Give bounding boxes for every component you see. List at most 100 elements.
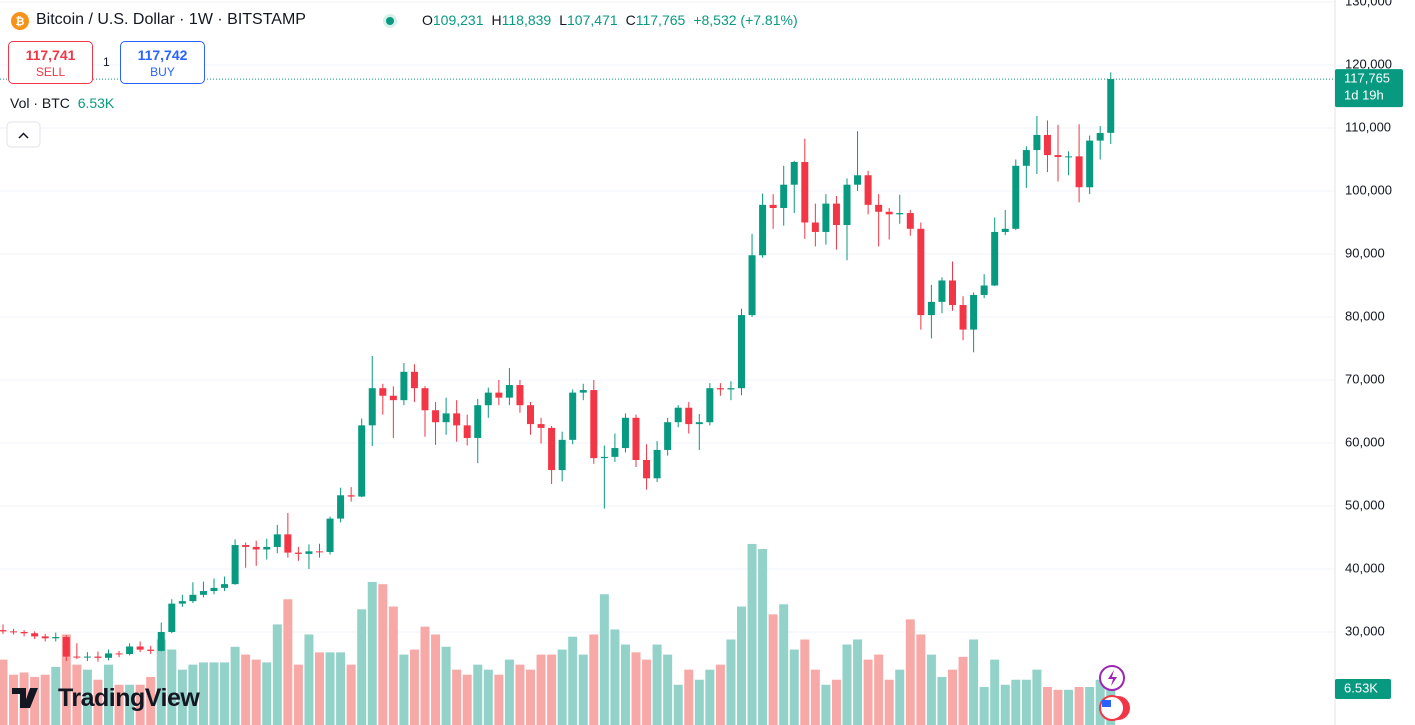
candle-body <box>442 413 450 423</box>
candle-body <box>379 388 387 396</box>
candle-body <box>537 424 545 428</box>
candle-body <box>643 460 651 479</box>
volume-bar <box>125 684 135 725</box>
candle-body <box>1065 156 1073 158</box>
flag-canton <box>1102 700 1111 707</box>
last-price-box <box>1335 69 1403 108</box>
volume-bar <box>948 669 957 725</box>
candle-body <box>516 385 524 406</box>
logo-text: TradingView <box>58 684 200 712</box>
candle-body <box>432 410 440 423</box>
candle-body <box>41 636 49 639</box>
volume-bar <box>589 634 599 725</box>
volume-bar <box>789 649 799 725</box>
candle-body <box>917 228 925 316</box>
candle-body <box>199 591 207 595</box>
candle-body <box>231 545 239 585</box>
volume-bar <box>673 684 683 725</box>
volume-bar <box>409 649 419 725</box>
volume-bar <box>220 662 230 725</box>
candle-body <box>611 448 619 457</box>
candle-body <box>10 631 18 633</box>
volume-bar <box>958 656 968 725</box>
candle-body <box>83 656 91 658</box>
buy-label: BUY <box>150 65 175 79</box>
volume-bar <box>916 634 926 725</box>
candle-body <box>94 656 102 658</box>
volume-bar <box>293 664 303 725</box>
symbol-title: Bitcoin / U.S. Dollar · 1W · BITSTAMP <box>36 11 306 28</box>
candle-body <box>252 546 260 550</box>
candle-body <box>727 388 735 390</box>
volume-bar <box>1011 679 1021 725</box>
candle-body <box>854 175 862 185</box>
volume-bar <box>905 619 915 725</box>
quantity: 1 <box>103 55 110 69</box>
candle-body <box>242 545 250 547</box>
y-tick-label: 60,000 <box>1345 434 1385 449</box>
volume-bar <box>831 679 841 725</box>
candle-body <box>115 653 123 655</box>
volume-bar <box>768 614 778 725</box>
volume-bar <box>283 599 293 725</box>
candle-body <box>484 392 492 406</box>
ohlc-value: 107,471 <box>567 12 618 28</box>
buy-button[interactable]: 117,742 BUY <box>120 41 205 84</box>
candle-body <box>949 280 956 306</box>
volume-bar <box>874 654 884 725</box>
volume-bar <box>842 644 852 725</box>
chevron-up <box>18 132 29 139</box>
candle-body <box>685 407 693 425</box>
volume-bar <box>715 664 725 725</box>
volume-bar <box>800 639 810 725</box>
candle-body <box>221 584 229 588</box>
btc-icon <box>11 12 29 30</box>
candle-body <box>832 203 840 226</box>
volume-bar <box>30 676 40 725</box>
volume-bar <box>557 649 567 725</box>
ohlc-key: L <box>559 12 567 28</box>
ohlc-key: C <box>625 12 636 28</box>
volume-bar <box>1042 687 1052 725</box>
candle-body <box>421 388 429 411</box>
volume-bar <box>926 654 936 725</box>
candle-body <box>991 231 999 286</box>
volume-bar <box>504 659 514 725</box>
volume-bar <box>441 646 451 725</box>
ohlc-item: C117,765 <box>626 12 686 28</box>
ohlc-legend: O109,231 H118,839 L107,471 C117,765 +8,532 (… <box>422 12 798 28</box>
volume-bar <box>272 624 282 725</box>
candle-body <box>1033 134 1041 151</box>
volume-bar <box>462 674 472 725</box>
candle-body <box>938 280 946 302</box>
volume-bar <box>399 654 409 725</box>
candle-body <box>970 294 978 330</box>
ohlc-value: 117,765 <box>635 12 686 28</box>
sell-button[interactable]: 117,741 SELL <box>8 41 93 84</box>
volume-bar <box>642 659 652 725</box>
volume-bar <box>895 669 905 725</box>
candle-body <box>316 551 323 553</box>
candle-body <box>548 427 556 471</box>
volume-bar <box>694 679 704 725</box>
volume-bar <box>547 654 557 725</box>
candle-body <box>590 390 598 459</box>
change: +8,532 (+7.81%) <box>693 12 798 28</box>
flag-icon[interactable] <box>1099 695 1125 721</box>
y-tick-label: 80,000 <box>1345 308 1385 323</box>
volume-bar <box>304 634 314 725</box>
candle-body <box>822 203 830 232</box>
candle-body <box>738 315 745 389</box>
volume-bar <box>536 654 546 725</box>
y-tick-label: 40,000 <box>1345 560 1385 575</box>
candle-body <box>337 495 345 519</box>
candle-body <box>52 637 60 639</box>
volume-bar <box>188 664 198 725</box>
y-tick-label: 100,000 <box>1345 182 1392 197</box>
volume-bar <box>114 684 124 725</box>
buy-price: 117,742 <box>137 47 188 63</box>
candle-body <box>368 388 376 426</box>
volume-bar <box>1053 689 1063 725</box>
